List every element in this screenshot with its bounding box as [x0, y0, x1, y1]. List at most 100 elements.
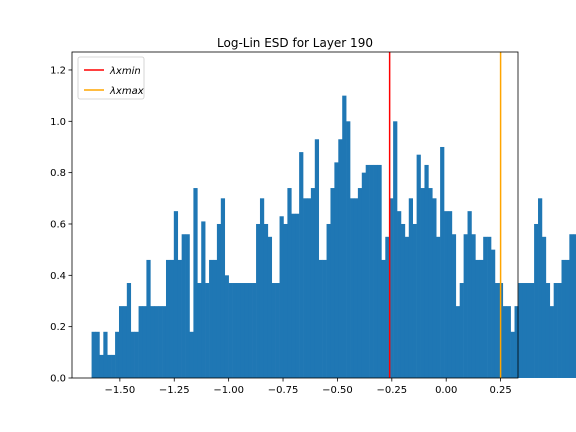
x-tick-label: −0.50 [322, 385, 353, 396]
histogram-bar [534, 224, 538, 378]
histogram-bar [526, 283, 530, 378]
histogram-bar [456, 306, 460, 378]
histogram-bar [417, 155, 421, 378]
histogram-bar [565, 260, 569, 378]
histogram-bar [319, 260, 323, 378]
histogram-bar [315, 139, 319, 378]
histogram-bar [201, 221, 205, 378]
y-tick-label: 0.0 [50, 374, 66, 385]
chart-title: Log-Lin ESD for Layer 190 [217, 36, 373, 50]
histogram-bar [142, 306, 146, 378]
y-tick-label: 0.2 [50, 322, 66, 333]
histogram-bar [189, 332, 193, 378]
histogram-bar [256, 224, 260, 378]
histogram-bar [487, 237, 491, 378]
histogram-bar [99, 355, 103, 378]
histogram-bar [260, 198, 264, 378]
x-tick-label: 0.00 [435, 385, 457, 396]
y-tick-label: 0.6 [50, 219, 66, 230]
histogram-bar [193, 188, 197, 378]
x-tick-label: −0.75 [268, 385, 299, 396]
histogram-bar [127, 283, 131, 378]
histogram-bar [158, 306, 162, 378]
histogram-bar [562, 260, 566, 378]
histogram-bar [366, 165, 370, 378]
histogram-bar [154, 306, 158, 378]
histogram-bar [354, 198, 358, 378]
histogram-bar [377, 165, 381, 378]
histogram-bar [413, 224, 417, 378]
histogram-bar [291, 214, 295, 378]
histogram-bar [217, 224, 221, 378]
histogram-bar [385, 237, 389, 378]
histogram-bar [405, 237, 409, 378]
histogram-bar [236, 283, 240, 378]
histogram-bar [448, 211, 452, 378]
histogram-bar [334, 162, 338, 378]
histogram-bar [240, 283, 244, 378]
histogram-bar [307, 198, 311, 378]
legend-label-xmin: λxmin [109, 66, 141, 77]
histogram-bar [503, 306, 507, 378]
histogram-bar [252, 283, 256, 378]
x-tick-label: −0.25 [376, 385, 407, 396]
y-tick-label: 0.8 [50, 168, 66, 179]
histogram-bar [558, 283, 562, 378]
histogram-bar [381, 260, 385, 378]
histogram-bar [170, 260, 174, 378]
histogram-bar [522, 283, 526, 378]
x-tick-label: −1.00 [213, 385, 244, 396]
x-tick-label: −1.50 [105, 385, 136, 396]
histogram-bar [205, 283, 209, 378]
histogram-bar [342, 96, 346, 378]
histogram-bar [283, 224, 287, 378]
histogram-bar [542, 237, 546, 378]
histogram-bar [393, 121, 397, 378]
histogram-bar [511, 332, 515, 378]
histogram-bar [276, 283, 280, 378]
histogram-bar [178, 260, 182, 378]
histogram-bar [475, 260, 479, 378]
histogram-bar [530, 283, 534, 378]
histogram-bar [123, 306, 127, 378]
histogram-bar [107, 355, 111, 378]
histogram-bar [268, 237, 272, 378]
histogram-bar [409, 198, 413, 378]
histogram-bar [119, 306, 123, 378]
histogram-bar [182, 234, 186, 378]
histogram-bar [131, 332, 135, 378]
histogram-bar [464, 234, 468, 378]
histogram-bar [518, 283, 522, 378]
histogram-bar [299, 152, 303, 378]
legend: λxmin λxmax [78, 57, 144, 99]
x-tick-label: −1.25 [159, 385, 190, 396]
histogram-bar [162, 306, 166, 378]
histogram-bar [370, 165, 374, 378]
histogram-bar [272, 283, 276, 378]
histogram-bar [444, 211, 448, 378]
x-tick-label: 0.25 [489, 385, 511, 396]
histogram-bar [303, 198, 307, 378]
legend-label-xmax: λxmax [109, 86, 144, 97]
histogram-bar [346, 121, 350, 378]
histogram-bar [213, 260, 217, 378]
histogram-bar [96, 332, 100, 378]
histogram-bar [397, 211, 401, 378]
histogram-bar [150, 306, 154, 378]
histogram-bar [186, 234, 190, 378]
histogram-bar [166, 260, 170, 378]
histogram-bar [507, 306, 511, 378]
histogram-bar [330, 188, 334, 378]
histogram-bar [287, 188, 291, 378]
histogram-bar [374, 165, 378, 378]
histogram-bar [264, 224, 268, 378]
histogram-bar [327, 224, 331, 378]
histogram-bar [436, 237, 440, 378]
histogram-bar [495, 283, 499, 378]
histogram-bar [428, 188, 432, 378]
histogram-bar [115, 332, 119, 378]
histogram-bar [460, 283, 464, 378]
histogram-bar [197, 283, 201, 378]
histogram-bar [295, 214, 299, 378]
